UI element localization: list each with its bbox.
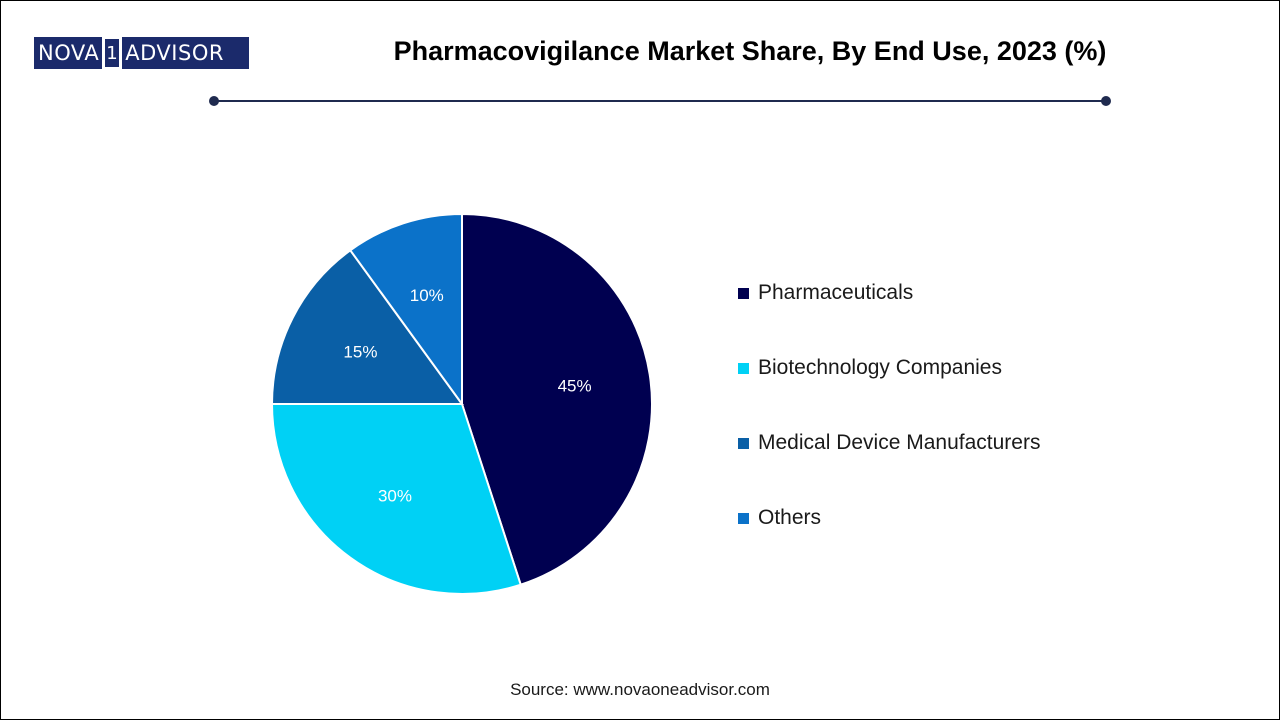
data-label-pharmaceuticals: 45% [558, 377, 592, 396]
source-note: Source: www.novaoneadvisor.com [510, 680, 770, 699]
legend-label: Biotechnology Companies [758, 356, 1002, 379]
chart-legend: Pharmaceuticals Biotechnology Companies Me… [738, 280, 1040, 580]
data-label-others: 10% [410, 286, 444, 305]
legend-label: Pharmaceuticals [758, 281, 914, 304]
pie-slice-pharmaceuticals [461, 212, 653, 586]
legend-label: Others [758, 506, 822, 529]
legend-item: Biotechnology Companies [738, 355, 1040, 381]
legend-label: Medical Device Manufacturers [758, 431, 1041, 454]
pie-slice-others [348, 212, 463, 408]
pie-slice-medical-device-manufacturers [270, 248, 464, 405]
legend-swatch [738, 362, 749, 374]
legend-swatch [738, 437, 749, 449]
title-underline-right-dot [1101, 96, 1111, 106]
legend-item: Medical Device Manufacturers [738, 430, 1040, 456]
nova-one-advisor-logo: NOVA 1 ADVISOR [34, 37, 249, 69]
legend-item: Pharmaceuticals [738, 280, 1040, 306]
data-label-biotechnology-companies: 30% [378, 487, 412, 506]
logo-text-nova: NOVA [34, 37, 103, 69]
legend-swatch [738, 512, 749, 524]
pie-slice-biotechnology-companies [270, 403, 522, 595]
legend-swatch [738, 287, 749, 299]
legend-item: Others [738, 505, 1040, 531]
chart-title: Pharmacovigilance Market Share, By End U… [393, 36, 1107, 66]
logo-text-advisor: ADVISOR [122, 37, 249, 69]
title-underline [214, 100, 1106, 102]
logo-text-one: 1 [103, 37, 122, 69]
data-label-medical-device-manufacturers: 15% [343, 343, 377, 362]
title-underline-left-dot [209, 96, 219, 106]
